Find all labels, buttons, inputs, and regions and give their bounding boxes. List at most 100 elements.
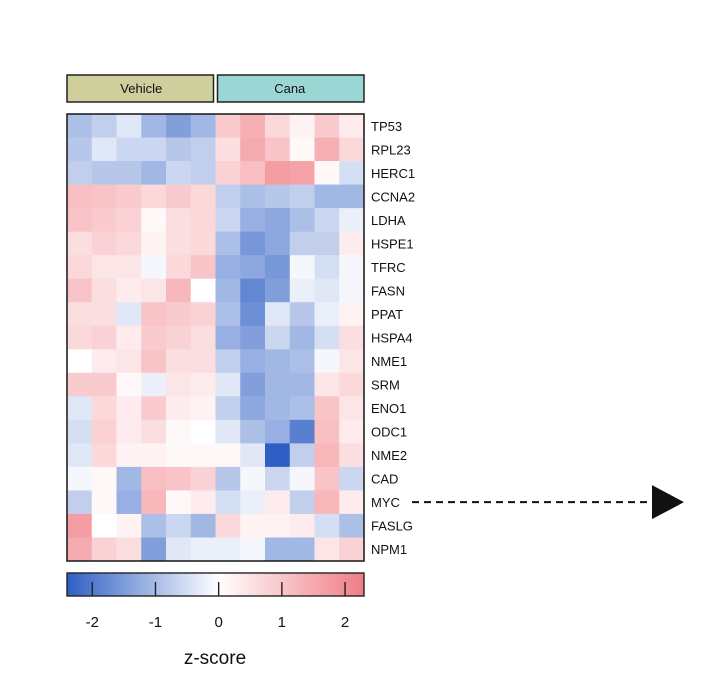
heatmap-cell [289,372,315,397]
heatmap-cell [314,349,340,374]
heatmap-cell [91,419,117,444]
heatmap-cell [339,537,365,562]
heatmap-cell [141,231,167,256]
heatmap-cell [289,466,315,491]
heatmap-cell [91,372,117,397]
heatmap-cell [240,231,266,256]
heatmap-cell [116,278,142,303]
heatmap-cell [289,490,315,515]
heatmap-cell [339,114,365,138]
heatmap-cell [314,137,340,162]
heatmap-cell [166,466,192,491]
heatmap-cell [265,255,291,280]
gene-label-nme2: NME2 [371,448,407,463]
heatmap-cell [67,419,93,444]
heatmap-cell [289,419,315,444]
heatmap-cell [314,208,340,233]
heatmap-cell [67,255,93,280]
heatmap-cell [339,208,365,233]
heatmap-cell [190,490,216,515]
heatmap-cell [240,466,266,491]
heatmap-cell [240,302,266,327]
heatmap-cell [339,466,365,491]
heatmap-cell [116,137,142,162]
heatmap-cell [289,255,315,280]
gene-label-npm1: NPM1 [371,542,407,557]
heatmap-cell [339,396,365,421]
colorbar [66,572,365,597]
heatmap-cell [289,396,315,421]
heatmap-cell [240,255,266,280]
heatmap-cell [314,466,340,491]
heatmap-cell [141,255,167,280]
gene-label-tp53: TP53 [371,119,402,134]
gene-label-eno1: ENO1 [371,401,406,416]
heatmap-cell [190,419,216,444]
colorbar-tick-label: -2 [86,614,99,631]
heatmap-cell [265,114,291,138]
heatmap-cell [67,396,93,421]
heatmap-cell [166,231,192,256]
heatmap-cell [67,208,93,233]
heatmap-cell [289,325,315,350]
heatmap-cell [289,537,315,562]
heatmap-cell [116,161,142,185]
heatmap-cell [265,137,291,162]
heatmap-cell [240,419,266,444]
heatmap-cell [116,302,142,327]
heatmap-cell [166,490,192,515]
heatmap-cell [215,443,241,468]
gene-label-herc1: HERC1 [371,166,415,181]
heatmap-cell [314,161,340,185]
heatmap-cell [67,278,93,303]
heatmap-cell [265,513,291,538]
heatmap-cell [141,419,167,444]
heatmap-cell [215,372,241,397]
heatmap-cell [240,114,266,138]
gene-label-fasn: FASN [371,283,405,298]
heatmap-cell [265,231,291,256]
heatmap-cell [314,490,340,515]
heatmap-cell [240,349,266,374]
gene-label-myc: MYC [371,495,400,510]
heatmap-cell [91,349,117,374]
heatmap-cell [314,419,340,444]
heatmap-cell [141,490,167,515]
heatmap-cell [215,466,241,491]
heatmap-frame [66,113,365,562]
heatmap-cell [116,208,142,233]
colorbar-title: z-score [184,648,246,669]
heatmap-cell [190,325,216,350]
heatmap-cell [314,114,340,138]
heatmap-cell [91,278,117,303]
heatmap-cell [116,114,142,138]
heatmap-cell [91,208,117,233]
heatmap-cell [339,278,365,303]
heatmap-cell [67,513,93,538]
colorbar-tick-label: 2 [341,614,349,631]
heatmap-cell [116,255,142,280]
heatmap-cell [166,396,192,421]
heatmap-cell [91,255,117,280]
group-header: Vehicle Cana [66,74,365,103]
heatmap-cell [314,184,340,209]
heatmap-cell [289,349,315,374]
heatmap-cell [339,161,365,185]
heatmap-cell [339,490,365,515]
heatmap-cell [116,537,142,562]
gene-label-ldha: LDHA [371,213,406,228]
heatmap-cell [314,231,340,256]
gene-label-tfrc: TFRC [371,260,406,275]
heatmap-cell [190,513,216,538]
heatmap-cell [289,443,315,468]
gene-label-odc1: ODC1 [371,425,407,440]
heatmap-cell [116,396,142,421]
heatmap-cell [240,490,266,515]
colorbar-tick-label: -1 [149,614,162,631]
heatmap-cell [91,490,117,515]
heatmap-cell [67,349,93,374]
heatmap-cell [240,278,266,303]
heatmap-cell [240,184,266,209]
heatmap-cell [215,537,241,562]
